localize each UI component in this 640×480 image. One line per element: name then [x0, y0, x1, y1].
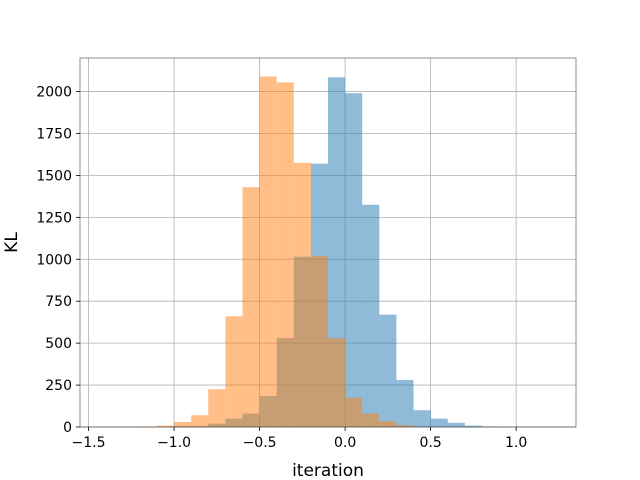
x-axis-label: iteration: [292, 461, 364, 480]
histogram-bar-series-2: [156, 425, 175, 427]
histogram-bar-series-2: [191, 415, 209, 427]
plot-frame: [79, 57, 577, 428]
x-tick-label: 1.0: [505, 435, 527, 451]
histogram-bar-series-2: [242, 187, 260, 427]
histogram-bar-series-2: [259, 76, 277, 427]
histogram-bars: [139, 76, 517, 428]
y-tick-label: 2000: [36, 85, 72, 101]
x-tick-label: −1.0: [157, 435, 191, 451]
y-tick-label: 1500: [36, 168, 72, 184]
x-tick-label: 0.0: [334, 435, 356, 451]
histogram-bar-series-2: [328, 338, 346, 427]
y-tick-label: 1750: [36, 126, 72, 142]
histogram-bar-series-1: [362, 204, 380, 427]
histogram-bar-series-2: [208, 389, 226, 427]
histogram-bar-series-1: [464, 425, 482, 427]
histogram-bar-series-1: [430, 418, 448, 427]
histogram-bar-series-1: [345, 93, 363, 428]
histogram-bar-series-2: [293, 162, 311, 428]
y-tick-label: 250: [45, 378, 72, 394]
axis-ticks: −1.5 −1.0 −0.5 0.0 0.5 1.0 0 250 500 750 1000 1250 1…: [36, 85, 527, 451]
histogram-bar-series-2: [345, 397, 363, 427]
histogram-bar-series-1: [396, 380, 414, 427]
y-axis-label: KL: [2, 232, 22, 253]
histogram-bar-series-1: [413, 410, 431, 427]
histogram-bar-series-2: [310, 255, 328, 427]
y-tick-label: 750: [45, 294, 72, 310]
x-tick-label: 0.5: [419, 435, 441, 451]
histogram-bar-series-2: [276, 82, 294, 427]
histogram-bar-series-2: [225, 316, 243, 427]
histogram-bar-series-1: [379, 314, 397, 427]
x-tick-label: −0.5: [243, 435, 277, 451]
histogram-bar-series-2: [379, 421, 397, 427]
histogram-bar-series-1: [447, 422, 465, 427]
histogram-bar-series-2: [174, 421, 192, 427]
histogram-bar-series-2: [396, 425, 414, 427]
y-tick-label: 0: [63, 420, 72, 436]
y-tick-label: 500: [45, 336, 72, 352]
y-tick-label: 1000: [36, 252, 72, 268]
x-tick-label: −1.5: [72, 435, 106, 451]
y-tick-label: 1250: [36, 210, 72, 226]
histogram-bar-series-2: [362, 413, 380, 427]
